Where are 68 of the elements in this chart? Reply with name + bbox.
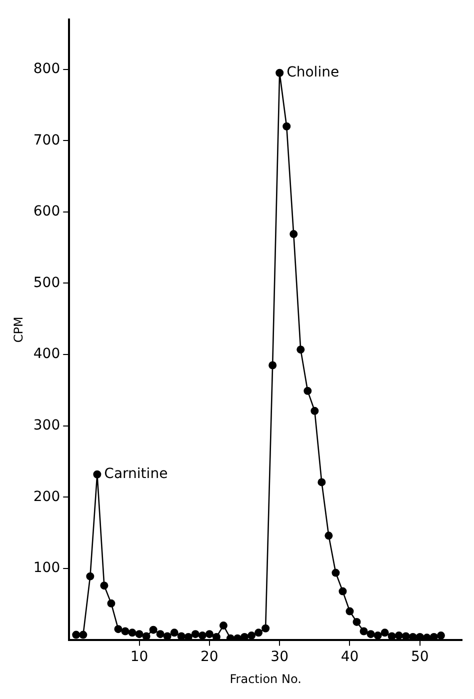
point [332,568,340,577]
point [262,624,270,632]
point [430,632,438,640]
point [338,587,347,596]
point [93,470,102,478]
annotation: Choline [286,64,340,81]
point [135,630,144,638]
point [402,632,410,640]
point [394,632,403,640]
point [268,361,277,370]
point [380,628,389,637]
point [416,632,424,640]
point [198,632,206,640]
point [366,630,375,638]
point [191,630,200,638]
y-tick-label: 300 [33,418,60,434]
x-tick-label: 30 [270,648,289,665]
point [184,632,192,640]
point [240,632,249,640]
point [72,630,80,639]
point [248,632,256,640]
y-tick-label: 700 [33,132,60,148]
point [149,626,158,634]
y-tick-label: 200 [33,488,60,505]
annotation: Carnitine [104,466,168,482]
point [79,630,88,639]
point [388,632,396,640]
y-tick-label: 800 [33,60,60,77]
point [352,618,361,626]
point [346,607,354,616]
y-tick-label: 600 [33,204,60,220]
point [422,634,431,640]
point [318,478,326,486]
y-tick-label: 400 [33,346,60,362]
point [374,632,382,640]
x-axis-title: Fraction No. [230,672,302,686]
point [296,346,305,354]
point [163,632,172,640]
point [107,599,116,608]
point [282,122,291,130]
point [219,622,228,630]
x-tick-label: 50 [410,648,429,665]
x-tick-label: 10 [130,648,148,665]
point [156,630,164,638]
point [324,532,333,540]
point [290,230,298,238]
point [205,630,214,638]
y-tick-label: 100 [33,560,60,576]
point [114,625,122,634]
point [86,572,94,580]
point [360,627,368,636]
point [142,632,150,640]
point [304,386,312,395]
point [408,632,417,640]
point [170,628,178,637]
x-tick-label: 40 [340,648,359,665]
point [254,628,263,637]
point [310,406,319,415]
point [276,68,284,77]
point [100,582,108,590]
point [177,632,186,640]
point [212,632,220,640]
point [121,627,130,636]
point [436,632,445,640]
x-tick-label: 20 [200,648,218,665]
point [128,628,136,637]
y-axis-title: CPM [11,316,26,343]
y-tick-label: 500 [33,274,60,291]
